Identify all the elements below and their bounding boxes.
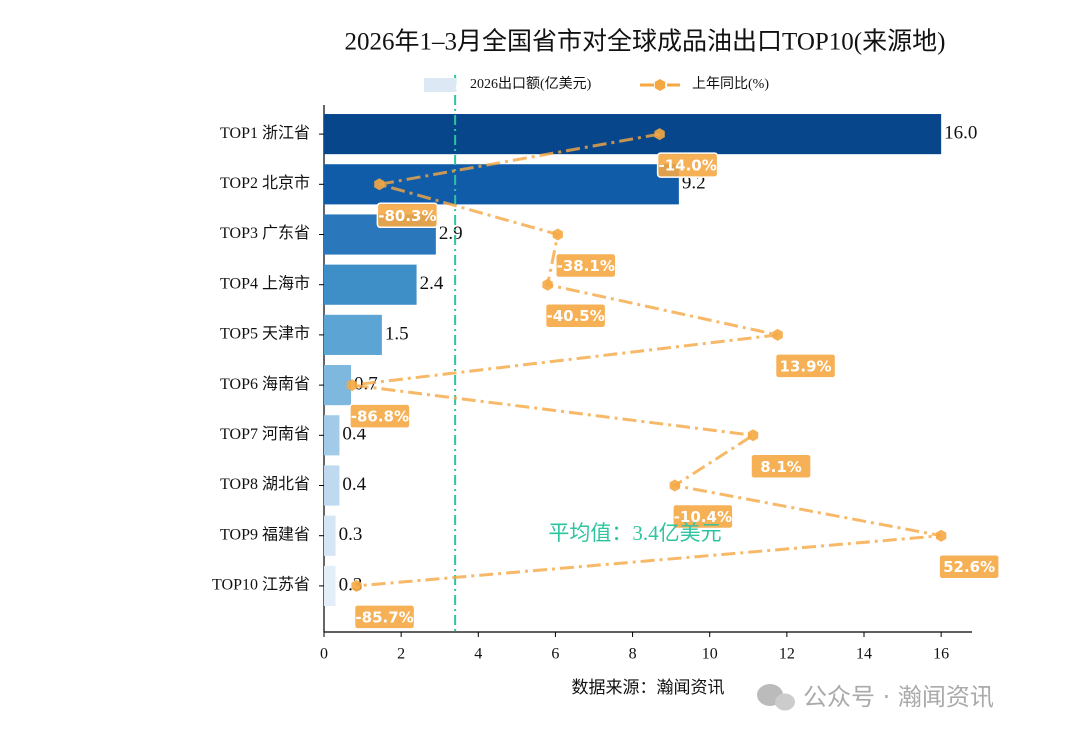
x-tick-label: 6 <box>551 646 559 663</box>
yoy-label-box <box>376 202 439 229</box>
bar <box>324 515 336 556</box>
bar <box>324 314 382 355</box>
yoy-value-label: -38.1% <box>557 257 615 275</box>
legend-marker <box>654 79 666 91</box>
yoy-value-label: -80.3% <box>378 207 436 225</box>
yoy-label-box <box>774 353 837 379</box>
x-tick-label: 4 <box>474 646 482 663</box>
bar-value-label: 0.4 <box>342 424 366 445</box>
x-tick-label: 14 <box>856 646 872 663</box>
y-tick-label: TOP3 广东省 <box>220 224 310 242</box>
bar-value-label: 0.4 <box>342 474 366 495</box>
yoy-value-label: 52.6% <box>943 558 995 576</box>
yoy-value-label: 13.9% <box>780 357 832 375</box>
legend-label: 2026出口额(亿美元) <box>470 76 592 92</box>
y-tick-label: TOP10 江苏省 <box>212 576 310 594</box>
y-tick-label: TOP4 上海市 <box>220 274 310 292</box>
x-tick-label: 8 <box>629 646 637 663</box>
yoy-label-box <box>750 453 812 480</box>
y-tick-label: TOP8 湖北省 <box>220 475 310 493</box>
x-tick-label: 10 <box>702 646 718 663</box>
yoy-label: 13.9% <box>774 353 837 379</box>
watermark-icon <box>757 684 795 711</box>
yoy-label: -14.0% <box>656 152 719 178</box>
yoy-label: -10.4% <box>672 503 734 530</box>
yoy-label: 52.6% <box>938 553 1000 580</box>
yoy-marker <box>542 278 553 291</box>
yoy-label: -38.1% <box>555 252 617 279</box>
yoy-value-label: 8.1% <box>760 458 802 476</box>
bar <box>324 565 336 606</box>
legend-swatch <box>424 78 456 92</box>
source: 数据来源：瀚闻资讯 <box>572 678 725 697</box>
yoy-label-box <box>349 403 411 429</box>
yoy-label: -85.7% <box>353 604 416 630</box>
yoy-marker <box>346 379 358 392</box>
bar <box>324 264 417 305</box>
yoy-line <box>351 132 942 588</box>
yoy-marker <box>935 529 947 542</box>
y-tick-label: TOP7 河南省 <box>220 425 310 443</box>
x-tick-label: 12 <box>779 646 795 663</box>
y-tick-label: TOP9 福建省 <box>220 525 310 543</box>
yoy-marker <box>772 328 783 341</box>
bar-value-label: 9.2 <box>682 173 706 194</box>
yoy-label-box <box>555 252 617 279</box>
bar <box>324 114 942 155</box>
yoy-marker <box>654 128 665 141</box>
bar-value-label: 2.4 <box>420 273 444 294</box>
y-tick-label: TOP6 海南省 <box>220 375 310 393</box>
yoy-value-label: -14.0% <box>658 157 716 175</box>
x-tick-label: 16 <box>933 646 949 663</box>
yoy-marker <box>374 178 385 191</box>
legend-label: 上年同比(%) <box>692 76 769 92</box>
yoy-value-label: -10.4% <box>674 508 732 526</box>
yoy-label: 8.1% <box>750 453 812 480</box>
chart-title: 2026年1–3月全国省市对全球成品油出口TOP10(来源地) <box>345 28 946 56</box>
y-tick-label: TOP5 天津市 <box>220 325 310 343</box>
bar <box>324 415 340 456</box>
average-label: 平均值：3.4亿美元 <box>548 521 721 545</box>
yoy-value-label: -40.5% <box>546 307 604 325</box>
bar-value-label: 2.9 <box>439 223 463 244</box>
yoy-label-box <box>656 152 719 178</box>
yoy-marker <box>669 479 680 492</box>
bar-value-label: 1.5 <box>385 323 409 344</box>
yoy-label-box <box>353 604 416 630</box>
yoy-value-label: -85.7% <box>355 608 413 626</box>
yoy-label-box <box>938 553 1000 580</box>
yoy-label: -80.3% <box>376 202 439 229</box>
yoy-marker <box>747 429 759 442</box>
yoy-label: -40.5% <box>544 302 607 329</box>
x-tick-label: 0 <box>320 646 328 663</box>
y-tick-label: TOP2 北京市 <box>220 174 310 192</box>
watermark: 公众号 · 瀚闻资讯 <box>803 683 994 711</box>
yoy-marker <box>552 228 563 241</box>
yoy-value-label: -86.8% <box>351 408 409 426</box>
x-tick-label: 2 <box>397 646 405 663</box>
yoy-marker <box>351 579 362 592</box>
bar <box>324 465 340 506</box>
y-tick-label: TOP1 浙江省 <box>220 124 310 142</box>
yoy-label-box <box>672 503 734 530</box>
bar-value-label: 16.0 <box>944 122 977 143</box>
bar <box>324 365 351 406</box>
bar-value-label: 0.3 <box>339 524 363 545</box>
yoy-label: -86.8% <box>349 403 411 429</box>
yoy-label-box <box>544 302 607 329</box>
